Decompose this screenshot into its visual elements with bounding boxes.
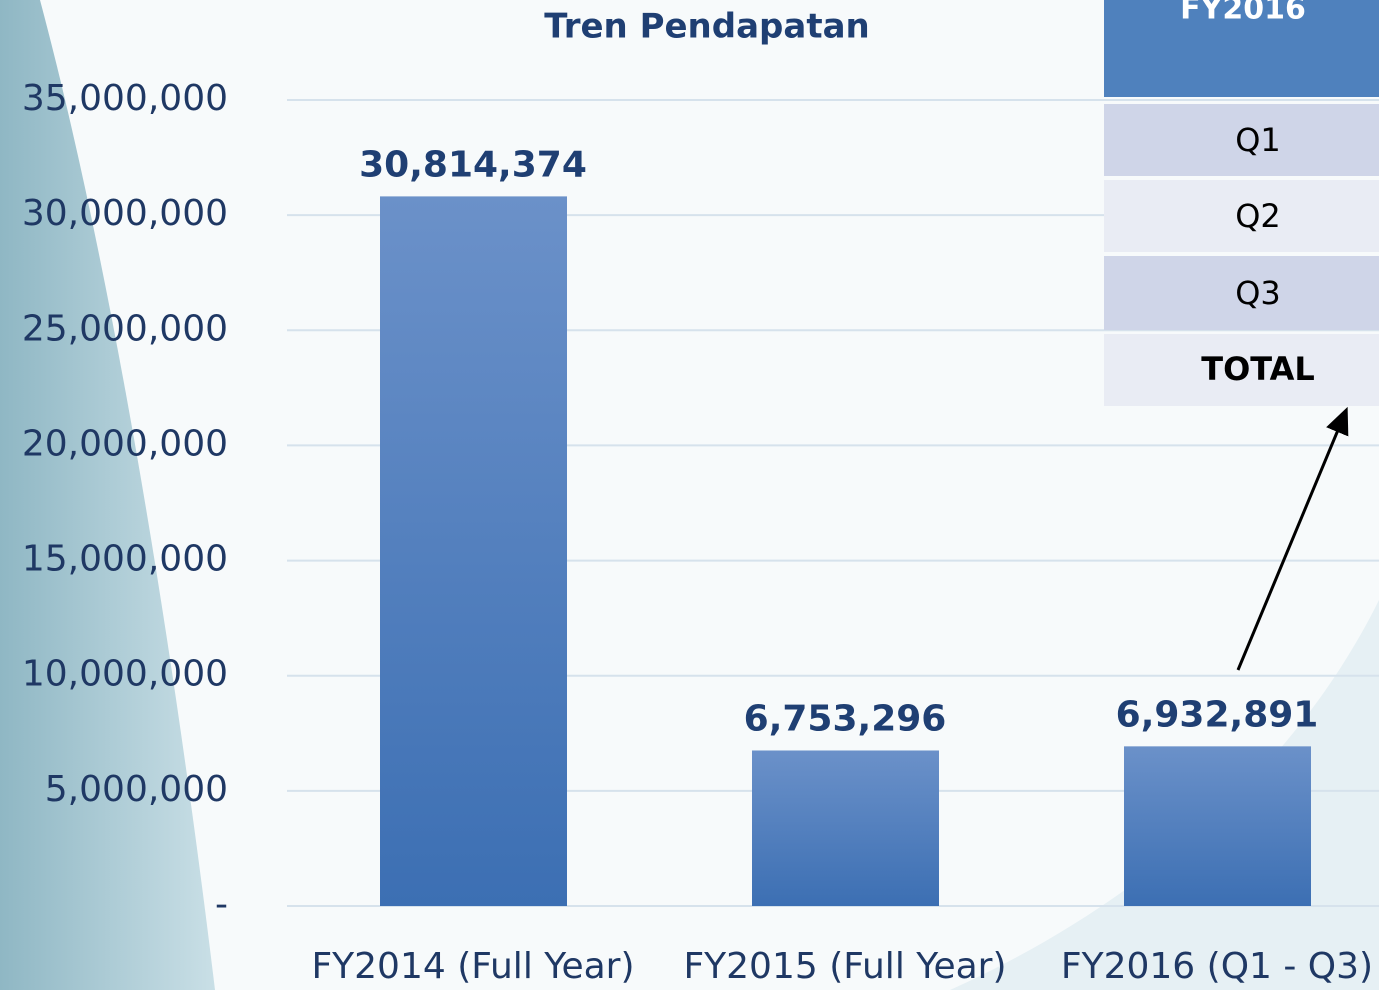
- bar: [380, 196, 567, 907]
- bar: [1124, 746, 1311, 906]
- table-cell: [1104, 256, 1379, 330]
- y-tick-label: 15,000,000: [22, 539, 228, 580]
- x-tick-label: FY2015 (Full Year): [683, 946, 1006, 987]
- value-label: 30,814,374: [359, 144, 587, 185]
- marks: FY2014 (Full Year) 30,814,374 FY2015 (Full…: [311, 144, 1373, 987]
- x-tick-label: FY2016 (Q1 - Q3): [1061, 946, 1373, 987]
- y-tick-label: 20,000,000: [22, 423, 228, 464]
- chart-title: Tren Pendapatan: [544, 7, 869, 47]
- table-row-label: Q1: [1235, 121, 1281, 159]
- y-tick-label: 10,000,000: [22, 654, 228, 695]
- arrow: [1236, 406, 1349, 671]
- y-tick-label: -: [215, 884, 228, 925]
- table-cell: [1104, 334, 1379, 406]
- table-row-label: Q3: [1235, 274, 1281, 312]
- table-cell: [1104, 104, 1379, 176]
- table-header-cell: [1104, 0, 1379, 97]
- y-tick-label: 30,000,000: [22, 193, 228, 234]
- value-label: 6,753,296: [744, 698, 947, 739]
- table-row-label: Q2: [1235, 197, 1281, 235]
- bar: [752, 750, 939, 906]
- x-tick-label: FY2014 (Full Year): [311, 946, 634, 987]
- background-swoosh: [0, 0, 215, 990]
- y-tick-label: 5,000,000: [45, 769, 228, 810]
- y-tick-label: 35,000,000: [22, 78, 228, 119]
- table-cell: [1104, 180, 1379, 252]
- value-label: 6,932,891: [1116, 694, 1319, 735]
- table-row-label: TOTAL: [1201, 350, 1315, 388]
- table-header: FY2016: [1180, 0, 1306, 27]
- quarter-table: FY2016 Q1 Q2 Q3 TOTAL: [1104, 0, 1379, 406]
- y-tick-label: 25,000,000: [22, 308, 228, 349]
